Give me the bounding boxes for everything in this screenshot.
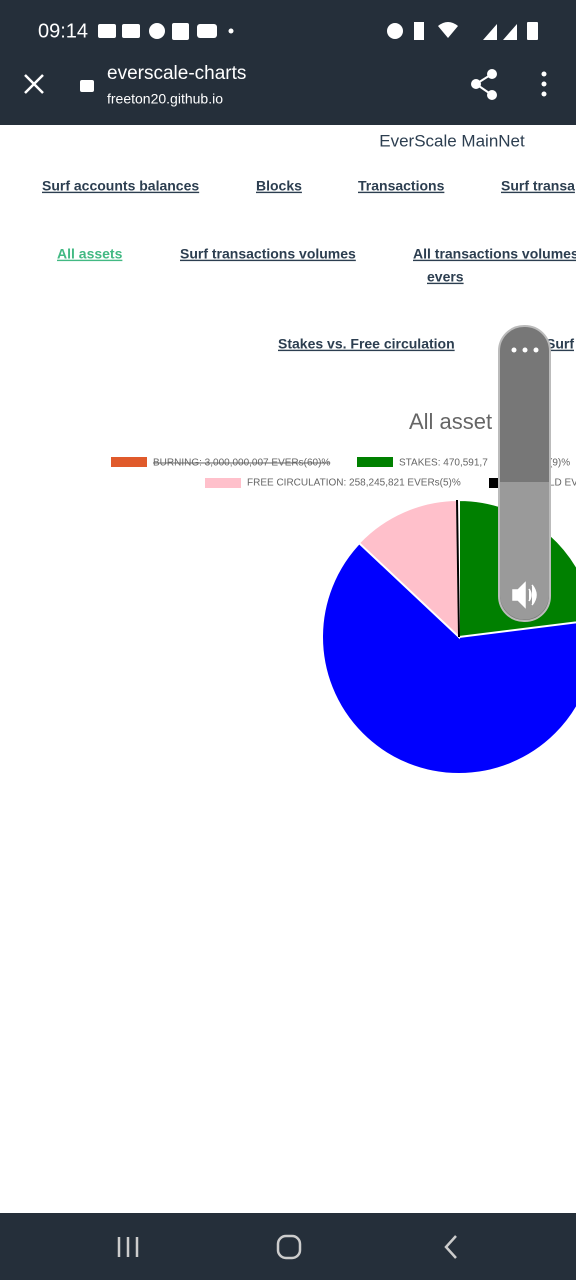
legend-item[interactable]: FREE CIRCULATION: 258,245,821 EVERs(5)% [247, 478, 461, 489]
clock: 09:14 [38, 20, 88, 42]
nav-link[interactable]: All transactions volumes [413, 246, 576, 262]
system-icons [387, 22, 538, 40]
lock-icon [80, 80, 94, 92]
pie [321, 498, 576, 775]
nav-link[interactable]: Surf transa [501, 178, 575, 194]
legend-item[interactable]: BURNING: 3,000,000,007 EVERs(60)% [153, 458, 330, 469]
legend-item[interactable]: (9)% [549, 458, 570, 469]
pie-slice [456, 499, 460, 638]
back-button[interactable] [444, 1235, 457, 1259]
chart-title: All asset [409, 409, 492, 434]
nav-link-active[interactable]: All assets [57, 246, 123, 262]
legend-swatch[interactable] [205, 478, 241, 488]
nav-link[interactable]: Transactions [358, 178, 445, 194]
nav-link[interactable]: Surf accounts balances [42, 178, 199, 194]
browser-chrome [0, 0, 576, 125]
nav-link[interactable]: Surf [546, 336, 574, 352]
legend-item[interactable]: LD EV [549, 478, 576, 489]
legend-item[interactable]: STAKES: 470,591,7 [399, 458, 488, 469]
nav-link[interactable]: Stakes vs. Free circulation [278, 336, 455, 352]
pie-slice [357, 498, 461, 640]
legend-swatch[interactable] [357, 457, 393, 467]
nav-link[interactable]: evers [427, 269, 464, 285]
heading: EverScale MainNet [379, 131, 525, 150]
recents-button[interactable] [117, 1237, 139, 1257]
notification-icons [98, 23, 234, 40]
volume-overlay[interactable] [498, 325, 551, 622]
share-button[interactable] [471, 69, 497, 100]
close-button[interactable] [24, 74, 44, 94]
menu-button[interactable] [541, 71, 547, 97]
page-url[interactable]: freeton20.github.io [107, 91, 223, 107]
nav-link[interactable]: Blocks [256, 178, 302, 194]
legend-swatch[interactable] [111, 457, 147, 467]
nav-link[interactable]: Surf transactions volumes [180, 246, 356, 262]
home-button[interactable] [276, 1234, 302, 1260]
nav-bar [0, 1213, 576, 1280]
page-title: everscale-charts [107, 63, 246, 84]
legend-swatch[interactable] [489, 478, 499, 488]
